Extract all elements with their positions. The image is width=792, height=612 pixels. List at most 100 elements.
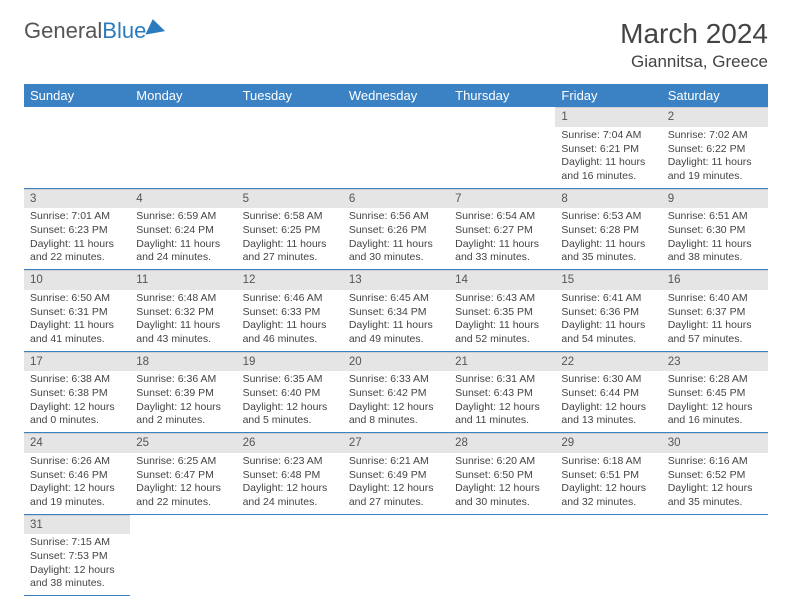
weekday-header: Thursday (449, 84, 555, 107)
sunrise-text: Sunrise: 6:51 AM (668, 210, 762, 224)
calendar-cell: 14Sunrise: 6:43 AMSunset: 6:35 PMDayligh… (449, 270, 555, 352)
day-number: 5 (237, 189, 343, 209)
day-number: 13 (343, 270, 449, 290)
daylight-text: Daylight: 11 hours and 35 minutes. (561, 238, 655, 265)
sunset-text: Sunset: 6:44 PM (561, 387, 655, 401)
sunrise-text: Sunrise: 7:02 AM (668, 129, 762, 143)
daylight-text: Daylight: 12 hours and 38 minutes. (30, 564, 124, 591)
sunrise-text: Sunrise: 7:15 AM (30, 536, 124, 550)
daylight-text: Daylight: 11 hours and 16 minutes. (561, 156, 655, 183)
day-body: Sunrise: 6:56 AMSunset: 6:26 PMDaylight:… (343, 208, 449, 269)
daylight-text: Daylight: 12 hours and 19 minutes. (30, 482, 124, 509)
sunrise-text: Sunrise: 6:54 AM (455, 210, 549, 224)
daylight-text: Daylight: 12 hours and 35 minutes. (668, 482, 762, 509)
calendar-cell: 2Sunrise: 7:02 AMSunset: 6:22 PMDaylight… (662, 107, 768, 188)
daylight-text: Daylight: 12 hours and 22 minutes. (136, 482, 230, 509)
day-number: 22 (555, 352, 661, 372)
sunset-text: Sunset: 6:51 PM (561, 469, 655, 483)
sunset-text: Sunset: 6:24 PM (136, 224, 230, 238)
day-number: 9 (662, 189, 768, 209)
sunrise-text: Sunrise: 6:16 AM (668, 455, 762, 469)
daylight-text: Daylight: 12 hours and 11 minutes. (455, 401, 549, 428)
daylight-text: Daylight: 11 hours and 27 minutes. (243, 238, 337, 265)
day-number: 3 (24, 189, 130, 209)
daylight-text: Daylight: 11 hours and 52 minutes. (455, 319, 549, 346)
calendar-cell (237, 514, 343, 596)
sunrise-text: Sunrise: 6:41 AM (561, 292, 655, 306)
calendar-cell: 21Sunrise: 6:31 AMSunset: 6:43 PMDayligh… (449, 351, 555, 433)
day-number: 24 (24, 433, 130, 453)
day-body: Sunrise: 6:59 AMSunset: 6:24 PMDaylight:… (130, 208, 236, 269)
daylight-text: Daylight: 12 hours and 32 minutes. (561, 482, 655, 509)
sunset-text: Sunset: 6:50 PM (455, 469, 549, 483)
day-number: 15 (555, 270, 661, 290)
day-body: Sunrise: 6:40 AMSunset: 6:37 PMDaylight:… (662, 290, 768, 351)
sunset-text: Sunset: 6:42 PM (349, 387, 443, 401)
sail-icon (143, 17, 165, 34)
calendar-cell: 24Sunrise: 6:26 AMSunset: 6:46 PMDayligh… (24, 433, 130, 515)
day-body (24, 126, 130, 174)
daylight-text: Daylight: 11 hours and 54 minutes. (561, 319, 655, 346)
sunrise-text: Sunrise: 6:50 AM (30, 292, 124, 306)
logo-text: GeneralBlue (24, 18, 146, 44)
sunset-text: Sunset: 6:23 PM (30, 224, 124, 238)
daylight-text: Daylight: 12 hours and 30 minutes. (455, 482, 549, 509)
calendar-week: 24Sunrise: 6:26 AMSunset: 6:46 PMDayligh… (24, 433, 768, 515)
day-number: 30 (662, 433, 768, 453)
sunrise-text: Sunrise: 6:53 AM (561, 210, 655, 224)
daylight-text: Daylight: 11 hours and 43 minutes. (136, 319, 230, 346)
location: Giannitsa, Greece (620, 52, 768, 72)
calendar-cell: 17Sunrise: 6:38 AMSunset: 6:38 PMDayligh… (24, 351, 130, 433)
daylight-text: Daylight: 12 hours and 5 minutes. (243, 401, 337, 428)
sunset-text: Sunset: 6:47 PM (136, 469, 230, 483)
calendar-body: 1Sunrise: 7:04 AMSunset: 6:21 PMDaylight… (24, 107, 768, 596)
sunrise-text: Sunrise: 6:33 AM (349, 373, 443, 387)
calendar-cell: 5Sunrise: 6:58 AMSunset: 6:25 PMDaylight… (237, 188, 343, 270)
day-number: 8 (555, 189, 661, 209)
calendar-cell (24, 107, 130, 188)
daylight-text: Daylight: 11 hours and 57 minutes. (668, 319, 762, 346)
sunrise-text: Sunrise: 6:59 AM (136, 210, 230, 224)
daylight-text: Daylight: 12 hours and 24 minutes. (243, 482, 337, 509)
calendar-cell: 8Sunrise: 6:53 AMSunset: 6:28 PMDaylight… (555, 188, 661, 270)
calendar-cell: 16Sunrise: 6:40 AMSunset: 6:37 PMDayligh… (662, 270, 768, 352)
calendar-cell (237, 107, 343, 188)
weekday-header: Monday (130, 84, 236, 107)
sunset-text: Sunset: 6:45 PM (668, 387, 762, 401)
day-body: Sunrise: 6:35 AMSunset: 6:40 PMDaylight:… (237, 371, 343, 432)
sunrise-text: Sunrise: 6:26 AM (30, 455, 124, 469)
sunset-text: Sunset: 6:49 PM (349, 469, 443, 483)
calendar-cell: 26Sunrise: 6:23 AMSunset: 6:48 PMDayligh… (237, 433, 343, 515)
calendar-cell: 30Sunrise: 6:16 AMSunset: 6:52 PMDayligh… (662, 433, 768, 515)
calendar-cell: 13Sunrise: 6:45 AMSunset: 6:34 PMDayligh… (343, 270, 449, 352)
sunset-text: Sunset: 6:34 PM (349, 306, 443, 320)
sunrise-text: Sunrise: 6:35 AM (243, 373, 337, 387)
day-body (343, 126, 449, 174)
day-body: Sunrise: 6:18 AMSunset: 6:51 PMDaylight:… (555, 453, 661, 514)
month-title: March 2024 (620, 18, 768, 50)
sunset-text: Sunset: 6:25 PM (243, 224, 337, 238)
calendar-cell: 10Sunrise: 6:50 AMSunset: 6:31 PMDayligh… (24, 270, 130, 352)
day-body: Sunrise: 6:30 AMSunset: 6:44 PMDaylight:… (555, 371, 661, 432)
day-number: 6 (343, 189, 449, 209)
day-body: Sunrise: 6:36 AMSunset: 6:39 PMDaylight:… (130, 371, 236, 432)
day-body: Sunrise: 6:38 AMSunset: 6:38 PMDaylight:… (24, 371, 130, 432)
day-body: Sunrise: 6:25 AMSunset: 6:47 PMDaylight:… (130, 453, 236, 514)
calendar-cell: 18Sunrise: 6:36 AMSunset: 6:39 PMDayligh… (130, 351, 236, 433)
calendar-table: SundayMondayTuesdayWednesdayThursdayFrid… (24, 84, 768, 596)
calendar-cell: 25Sunrise: 6:25 AMSunset: 6:47 PMDayligh… (130, 433, 236, 515)
sunrise-text: Sunrise: 6:58 AM (243, 210, 337, 224)
calendar-cell: 20Sunrise: 6:33 AMSunset: 6:42 PMDayligh… (343, 351, 449, 433)
day-number (449, 107, 555, 126)
calendar-cell (343, 107, 449, 188)
day-number: 21 (449, 352, 555, 372)
daylight-text: Daylight: 12 hours and 13 minutes. (561, 401, 655, 428)
sunset-text: Sunset: 6:26 PM (349, 224, 443, 238)
calendar-cell (130, 107, 236, 188)
day-number: 26 (237, 433, 343, 453)
daylight-text: Daylight: 11 hours and 22 minutes. (30, 238, 124, 265)
sunset-text: Sunset: 6:27 PM (455, 224, 549, 238)
calendar-cell: 15Sunrise: 6:41 AMSunset: 6:36 PMDayligh… (555, 270, 661, 352)
day-number: 4 (130, 189, 236, 209)
calendar-cell: 29Sunrise: 6:18 AMSunset: 6:51 PMDayligh… (555, 433, 661, 515)
